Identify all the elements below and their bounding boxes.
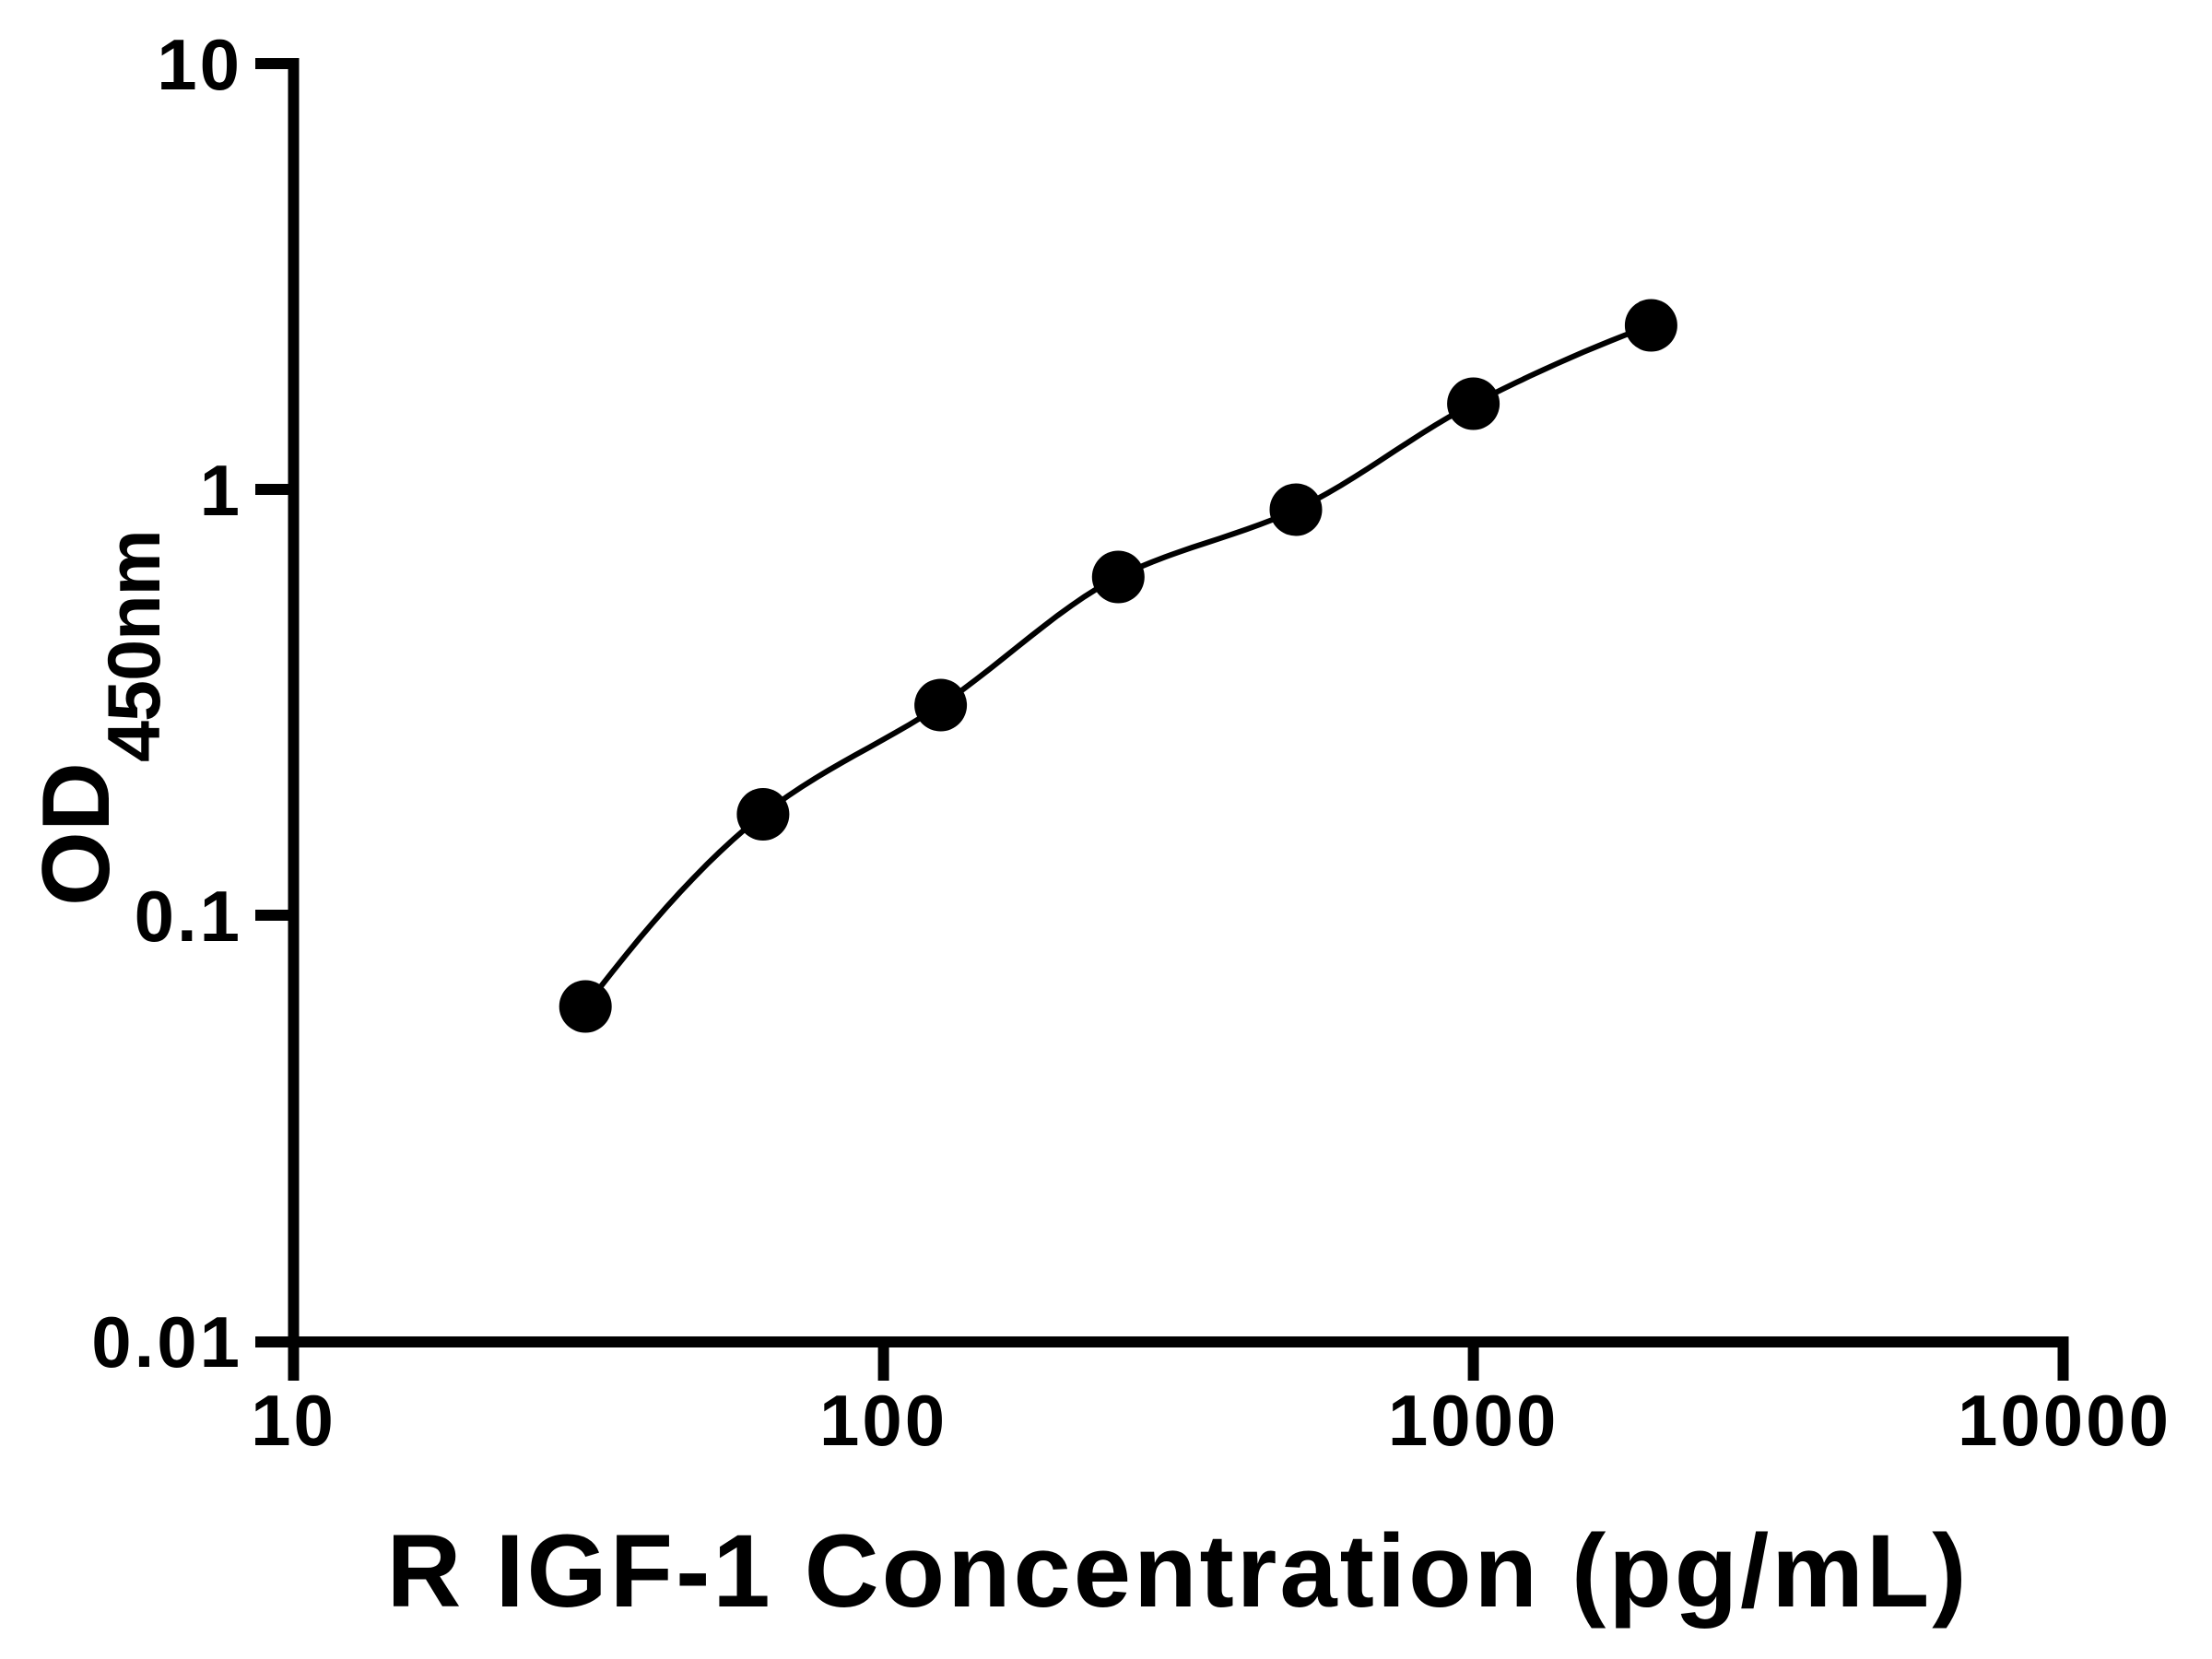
svg-text:R IGF-1 Concentration (pg/mL): R IGF-1 Concentration (pg/mL) bbox=[386, 1513, 1969, 1629]
svg-text:100: 100 bbox=[819, 1380, 947, 1461]
svg-text:10: 10 bbox=[251, 1380, 336, 1461]
svg-text:10000: 10000 bbox=[1958, 1380, 2171, 1461]
svg-text:1: 1 bbox=[200, 450, 242, 531]
svg-text:OD450nm: OD450nm bbox=[23, 530, 176, 906]
svg-text:0.1: 0.1 bbox=[135, 876, 242, 957]
svg-text:1000: 1000 bbox=[1388, 1380, 1559, 1461]
svg-text:0.01: 0.01 bbox=[91, 1301, 242, 1382]
svg-text:10: 10 bbox=[157, 24, 242, 105]
